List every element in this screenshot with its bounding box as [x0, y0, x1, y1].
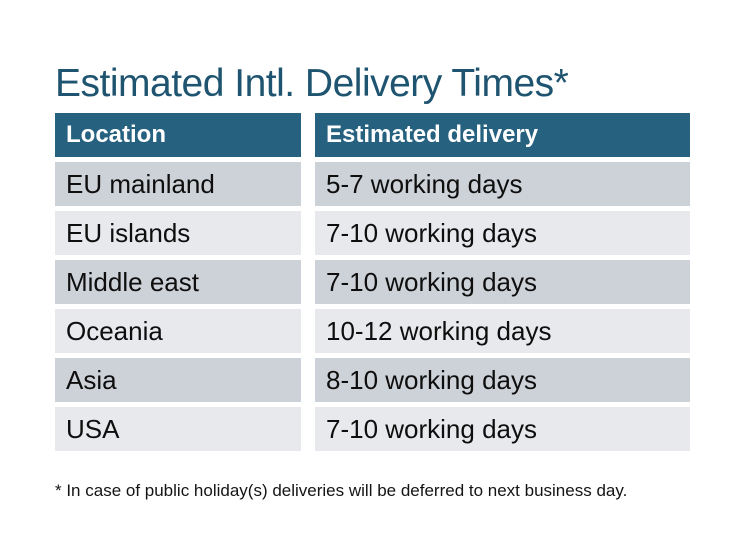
location-cell: Middle east	[55, 260, 301, 304]
delivery-times-table: Location Estimated delivery EU mainland …	[55, 113, 690, 451]
column-header-estimated-delivery: Estimated delivery	[315, 113, 690, 157]
table-row: USA 7-10 working days	[55, 407, 690, 451]
location-cell: USA	[55, 407, 301, 451]
location-cell: EU islands	[55, 211, 301, 255]
delivery-cell: 8-10 working days	[315, 358, 690, 402]
table-row: Middle east 7-10 working days	[55, 260, 690, 304]
table-row: Oceania 10-12 working days	[55, 309, 690, 353]
table-header-row: Location Estimated delivery	[55, 113, 690, 157]
table-body: EU mainland 5-7 working days EU islands …	[55, 162, 690, 451]
column-header-location: Location	[55, 113, 301, 157]
table-row: EU mainland 5-7 working days	[55, 162, 690, 206]
table-row: EU islands 7-10 working days	[55, 211, 690, 255]
location-cell: Asia	[55, 358, 301, 402]
delivery-cell: 7-10 working days	[315, 211, 690, 255]
page-title: Estimated Intl. Delivery Times*	[55, 62, 569, 106]
footnote: * In case of public holiday(s) deliverie…	[55, 481, 628, 500]
delivery-cell: 7-10 working days	[315, 407, 690, 451]
delivery-cell: 5-7 working days	[315, 162, 690, 206]
location-cell: Oceania	[55, 309, 301, 353]
delivery-cell: 10-12 working days	[315, 309, 690, 353]
delivery-cell: 7-10 working days	[315, 260, 690, 304]
table-row: Asia 8-10 working days	[55, 358, 690, 402]
location-cell: EU mainland	[55, 162, 301, 206]
